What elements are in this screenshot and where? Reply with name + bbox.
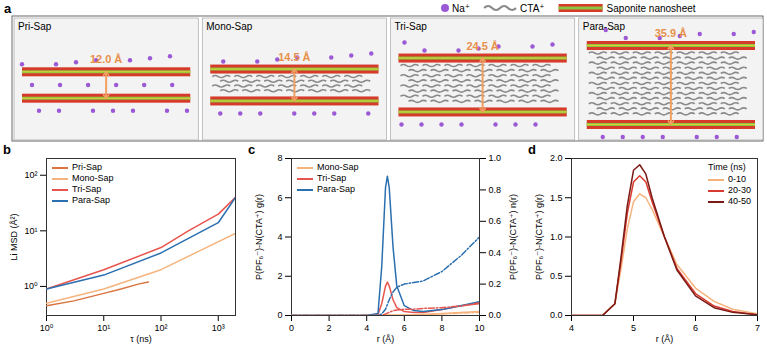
svg-text:0.0: 0.0 — [489, 310, 502, 320]
svg-text:6: 6 — [277, 193, 282, 203]
svg-text:35.9 Å: 35.9 Å — [655, 27, 687, 39]
svg-text:2: 2 — [277, 271, 282, 281]
svg-text:0.5: 0.5 — [550, 271, 563, 281]
svg-text:Pri-Sap: Pri-Sap — [18, 21, 52, 32]
svg-text:6: 6 — [402, 323, 407, 333]
svg-text:0: 0 — [289, 323, 294, 333]
svg-text:Para-Sap: Para-Sap — [583, 21, 626, 32]
svg-text:10²: 10² — [155, 323, 168, 333]
html-text:d: d — [528, 142, 536, 157]
svg-text:Tri-Sap: Tri-Sap — [395, 21, 428, 32]
html-text:Tri-Sap: Tri-Sap — [317, 173, 347, 183]
svg-text:Li MSD (Å²): Li MSD (Å²) — [9, 213, 19, 260]
svg-text:0.2: 0.2 — [489, 279, 502, 289]
svg-text:5: 5 — [631, 323, 636, 333]
html-text:Tri-Sap: Tri-Sap — [72, 184, 102, 194]
svg-text:4: 4 — [569, 323, 574, 333]
svg-text:r (Å): r (Å) — [656, 334, 674, 344]
html-text:Para-Sap: Para-Sap — [72, 195, 110, 205]
svg-text:2: 2 — [327, 323, 332, 333]
svg-text:6: 6 — [693, 323, 698, 333]
html-text:40-50: 40-50 — [728, 196, 751, 206]
svg-text:8: 8 — [277, 153, 282, 163]
svg-text:24.5 Å: 24.5 Å — [466, 40, 498, 52]
html-text:Pri-Sap: Pri-Sap — [72, 162, 102, 172]
html-text:Mono-Sap: Mono-Sap — [317, 162, 359, 172]
html-text:Time (ns): Time (ns) — [708, 162, 746, 172]
svg-text:8: 8 — [439, 323, 444, 333]
svg-text:10⁰: 10⁰ — [40, 323, 54, 333]
svg-text:0.6: 0.6 — [489, 216, 502, 226]
svg-text:τ (ns): τ (ns) — [130, 334, 152, 344]
svg-text:Saponite nanosheet: Saponite nanosheet — [607, 3, 696, 14]
html-text:b: b — [3, 142, 11, 157]
svg-text:Na⁺: Na⁺ — [452, 3, 470, 14]
svg-text:0: 0 — [277, 310, 282, 320]
svg-text:7: 7 — [755, 323, 760, 333]
svg-text:10⁰: 10⁰ — [24, 281, 38, 291]
svg-text:1.0: 1.0 — [550, 232, 563, 242]
svg-text:Mono-Sap: Mono-Sap — [206, 21, 253, 32]
svg-text:14.5 Å: 14.5 Å — [278, 51, 310, 63]
svg-text:10¹: 10¹ — [97, 323, 110, 333]
html-text:0-10: 0-10 — [728, 174, 746, 184]
svg-text:1.5: 1.5 — [550, 193, 563, 203]
svg-text:10: 10 — [474, 323, 484, 333]
svg-text:4: 4 — [277, 232, 282, 242]
svg-text:P(PF₆⁻)-N(CTA⁺) g(r): P(PF₆⁻)-N(CTA⁺) g(r) — [534, 194, 544, 280]
svg-text:1.0: 1.0 — [489, 153, 502, 163]
svg-text:4: 4 — [364, 323, 369, 333]
svg-text:12.0 Å: 12.0 Å — [90, 53, 122, 65]
svg-text:a: a — [4, 1, 12, 16]
html-text:Para-Sap: Para-Sap — [317, 184, 355, 194]
svg-text:r (Å): r (Å) — [377, 334, 395, 344]
svg-text:10²: 10² — [24, 170, 37, 180]
svg-text:CTA⁺: CTA⁺ — [520, 3, 545, 14]
svg-text:2.0: 2.0 — [550, 153, 563, 163]
html-text:Mono-Sap: Mono-Sap — [72, 173, 114, 183]
svg-text:10³: 10³ — [212, 323, 225, 333]
svg-text:0.8: 0.8 — [489, 185, 502, 195]
svg-text:P(PF₆⁻)-N(CTA⁺) g(r): P(PF₆⁻)-N(CTA⁺) g(r) — [254, 194, 264, 280]
svg-text:0.4: 0.4 — [489, 248, 502, 258]
svg-text:0.0: 0.0 — [550, 310, 563, 320]
svg-text:10¹: 10¹ — [24, 226, 37, 236]
html-text:20-30: 20-30 — [728, 185, 751, 195]
html-text:c: c — [248, 142, 256, 157]
svg-text:P(PF₆⁻)-N(CTA⁺) n(r): P(PF₆⁻)-N(CTA⁺) n(r) — [508, 194, 518, 280]
